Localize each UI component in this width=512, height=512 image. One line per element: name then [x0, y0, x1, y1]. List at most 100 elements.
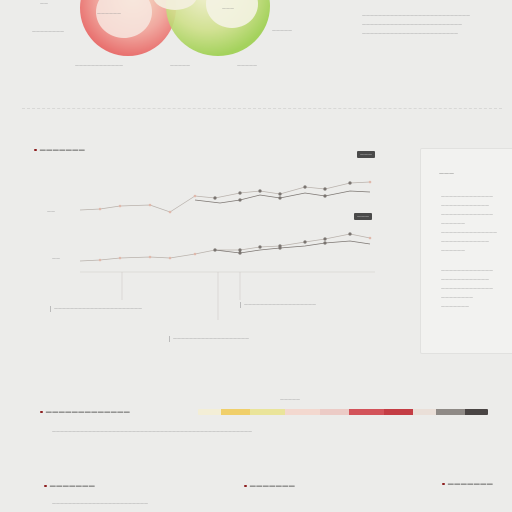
side-info-panel: ——— ————————————— ———————————— —————————…	[420, 148, 512, 354]
chart-row1-label: ——	[47, 209, 55, 214]
venn-diagram: —————— ——— ———————— ————— —— ———————————…	[0, 0, 512, 100]
section-divider	[22, 108, 502, 109]
legend-swatch	[435, 409, 465, 415]
legend-swatch	[319, 409, 349, 415]
side-panel-para1: ————————————— ———————————— —————————————…	[441, 193, 512, 256]
side-line: ————————————	[441, 203, 489, 208]
section2-description: ————————————————————————————————————————…	[52, 429, 252, 434]
section1-title: ———————	[34, 146, 85, 154]
side-line: —————————————	[441, 268, 493, 273]
intro-paragraph: ——————————————————————————— ————————————…	[362, 12, 502, 39]
chart-dot	[98, 258, 102, 262]
side-line: ————————————	[441, 239, 489, 244]
dot-line-chart	[79, 180, 375, 320]
chart-dot	[118, 256, 122, 260]
side-line: ——————	[441, 248, 465, 253]
chart-dot	[278, 196, 282, 200]
chart-dot	[278, 246, 282, 250]
side-panel-title: ———	[439, 171, 454, 177]
bottom-col1-title: ———————	[44, 482, 95, 490]
bullet-icon	[44, 484, 47, 488]
venn-left-label: ——————	[97, 11, 121, 16]
chart-dot	[303, 185, 307, 189]
chart-callout-left: ——————————————————————	[50, 306, 164, 312]
side-line: ————————	[441, 295, 473, 300]
chart-dot	[258, 189, 262, 193]
chart-dot	[348, 232, 352, 236]
chart-dot	[368, 236, 372, 240]
venn-svg	[80, 0, 270, 56]
intro-line: ————————————————————————	[362, 31, 458, 36]
chart-dot	[213, 196, 217, 200]
bottom-col1-description: ————————————————————————	[52, 501, 148, 506]
chart-dot	[193, 252, 197, 256]
legend-swatch	[284, 409, 320, 415]
chart-dot	[193, 194, 197, 198]
chart-badge-top: ———	[357, 151, 375, 158]
side-panel-para2: ————————————— ———————————— —————————————…	[441, 267, 512, 312]
venn-side-right: —————	[272, 28, 292, 33]
chart-dot	[303, 240, 307, 244]
chart-dot	[148, 255, 152, 259]
intro-line: ———————————————————————————	[362, 13, 470, 18]
upper-dots-light	[98, 180, 372, 214]
bottom-col2-title-text: ———————	[249, 482, 296, 490]
color-legend-bar	[198, 409, 488, 415]
venn-center-blob	[153, 0, 197, 10]
section2-title: —————————————	[40, 408, 130, 416]
chart-dot	[278, 192, 282, 196]
venn-side-left: ————————	[32, 29, 64, 34]
chart-dot	[168, 256, 172, 260]
venn-right-inner	[206, 0, 258, 28]
bullet-icon	[34, 148, 37, 152]
legend-swatch	[198, 409, 222, 415]
chart-dot	[238, 251, 242, 255]
side-line: —————————————	[441, 194, 493, 199]
legend-swatch	[383, 409, 413, 415]
legend-swatch	[464, 409, 488, 415]
lower-line-a	[79, 233, 371, 262]
venn-foot-right: —————	[237, 63, 257, 68]
chart-dot	[238, 198, 242, 202]
chart-dot	[368, 180, 372, 184]
chart-dot	[168, 210, 172, 214]
bottom-col1-title-text: ———————	[49, 482, 96, 490]
legend-swatch	[250, 409, 285, 415]
chart-row2-label: ——	[52, 256, 60, 261]
lower-dots	[213, 232, 352, 255]
venn-right-label: ———	[222, 6, 234, 11]
side-line: ——————————————	[441, 230, 497, 235]
chart-dot	[348, 181, 352, 185]
venn-foot-left: ————————————	[75, 63, 123, 68]
bullet-icon	[40, 410, 43, 414]
chart-dot	[118, 204, 122, 208]
bullet-icon	[442, 482, 445, 486]
chart-dot	[323, 241, 327, 245]
chart-dot	[148, 203, 152, 207]
chart-dot	[98, 207, 102, 211]
legend-swatch	[412, 409, 436, 415]
side-line: ——————	[441, 221, 465, 226]
legend-swatch	[221, 409, 251, 415]
section1-title-text: ———————	[39, 146, 86, 154]
chart-dot	[323, 237, 327, 241]
chart-upper-series	[79, 180, 372, 214]
legend-swatch	[348, 409, 384, 415]
chart-dot	[213, 248, 217, 252]
legend-caption: —————	[280, 397, 300, 402]
chart-callout-mid: ———————————————————	[169, 336, 249, 342]
side-line: —————————————	[441, 286, 493, 291]
upper-line-a	[79, 181, 371, 213]
upper-dots	[213, 181, 352, 202]
bullet-icon	[244, 484, 247, 488]
chart-dot	[238, 248, 242, 252]
chart-callout-right: ——————————————————	[240, 302, 319, 308]
chart-lower-series	[79, 232, 372, 262]
bottom-col3-title: ———————	[442, 480, 493, 488]
section2-title-text: —————————————	[45, 408, 131, 416]
bottom-col3-title-text: ———————	[447, 480, 494, 488]
chart-dot	[238, 191, 242, 195]
chart-badge-bottom: ———	[354, 213, 372, 220]
intro-line: —————————————————————————	[362, 22, 462, 27]
lower-dots-light	[98, 236, 372, 262]
